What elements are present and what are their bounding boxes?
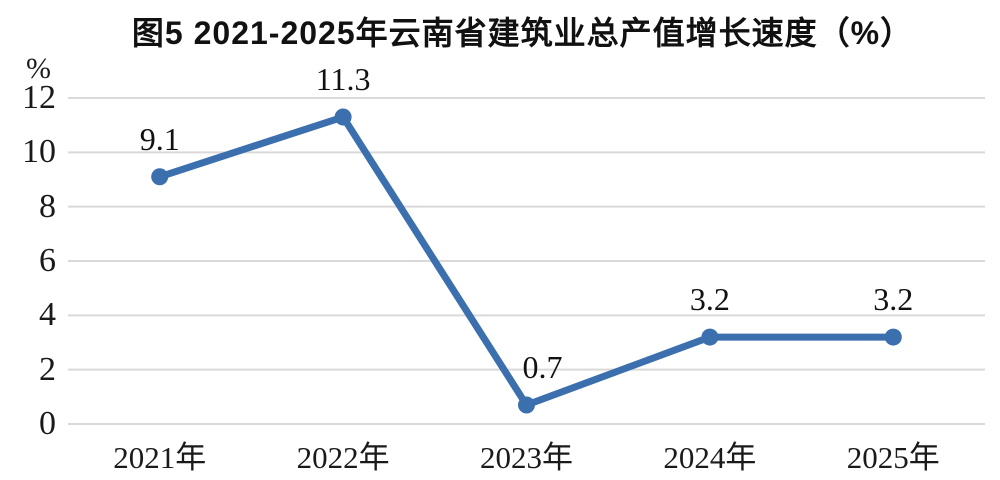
x-axis-tick-label: 2024年 <box>663 440 757 475</box>
y-axis-tick-label: 12 <box>22 79 56 116</box>
data-point-marker <box>334 108 352 126</box>
y-axis-tick-label: 6 <box>39 242 56 279</box>
y-axis-tick-label: 2 <box>39 350 56 388</box>
x-axis-tick-label: 2025年 <box>846 440 940 475</box>
data-point-marker <box>151 168 169 186</box>
data-point-marker <box>884 328 902 346</box>
data-point-label: 0.7 <box>522 348 563 385</box>
x-axis-tick-label: 2022年 <box>296 440 390 475</box>
y-axis-tick-label: 8 <box>39 187 56 225</box>
chart-title: 图5 2021-2025年云南省建筑业总产值增长速度（%） <box>131 15 914 51</box>
y-axis-tick-label: 0 <box>39 405 56 442</box>
y-axis-tick-label: 10 <box>22 133 56 171</box>
y-axis-tick-label: 4 <box>39 296 56 334</box>
x-axis-tick-label: 2021年 <box>113 440 207 475</box>
data-point-label: 11.3 <box>315 61 371 98</box>
data-point-marker <box>701 328 719 346</box>
data-point-label: 9.1 <box>139 120 180 157</box>
x-axis-tick-label: 2023年 <box>480 440 573 475</box>
data-point-label: 3.2 <box>689 281 730 318</box>
y-axis-unit-label: % <box>26 52 51 85</box>
data-point-label: 3.2 <box>873 281 914 318</box>
line-series-layer <box>151 108 902 414</box>
gridlines-layer <box>68 97 985 425</box>
data-point-marker <box>518 396 535 414</box>
